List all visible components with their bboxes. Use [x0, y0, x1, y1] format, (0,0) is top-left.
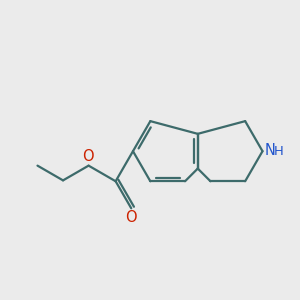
- Text: N: N: [264, 143, 275, 158]
- Text: H: H: [274, 146, 284, 158]
- Text: O: O: [82, 149, 94, 164]
- Text: O: O: [125, 210, 137, 225]
